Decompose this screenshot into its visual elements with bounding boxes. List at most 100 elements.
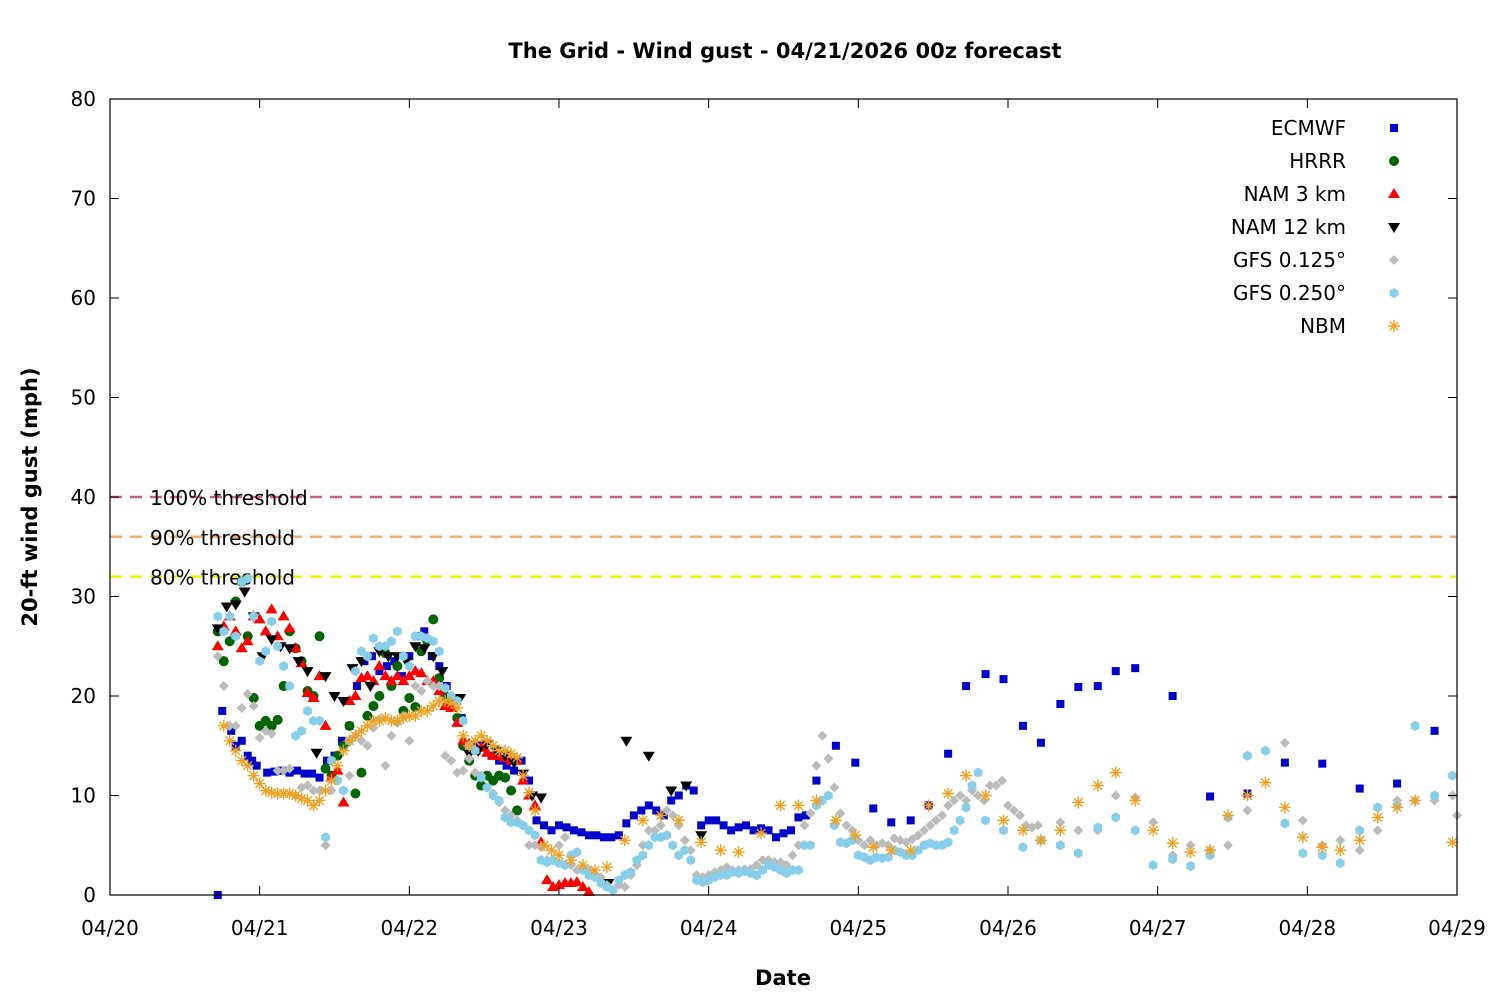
data-point [363,651,372,662]
data-point [457,729,470,742]
data-point [225,611,235,622]
data-point [517,756,526,765]
data-point [792,799,805,812]
data-point [310,748,323,759]
data-point [649,825,660,836]
data-point [704,816,713,825]
data-point [517,769,530,782]
data-point [272,765,283,776]
data-point [1073,825,1084,836]
data-point [344,720,355,731]
data-point [1032,820,1043,831]
data-point [622,819,631,828]
data-point [313,794,326,807]
data-point [283,787,296,800]
data-point [564,854,577,867]
data-point [1223,840,1234,851]
data-point [1018,842,1028,853]
data-point [331,759,344,772]
data-point [772,833,781,842]
data-point [267,616,276,627]
data-point [904,844,917,857]
data-point [525,776,534,785]
data-point [297,725,306,736]
data-point [463,739,476,752]
data-point [1003,800,1013,811]
data-point [367,652,376,661]
data-point [981,670,990,679]
threshold-label: 100% threshold [150,486,308,510]
data-point [529,804,542,817]
data-point [588,864,601,877]
data-point [662,830,672,841]
data-point [409,709,422,722]
data-point [541,874,554,885]
data-point [1222,809,1235,822]
data-point [237,736,246,745]
data-point [794,813,803,822]
data-point [812,776,821,785]
data-point [925,820,936,831]
data-point [482,782,492,793]
legend-label: GFS 0.250° [1233,281,1346,305]
data-point [223,734,236,747]
data-point [1091,779,1104,792]
data-point [464,753,475,764]
data-point [1168,692,1177,700]
data-point [308,769,317,778]
data-point [337,696,350,707]
data-point [320,840,331,851]
data-point [570,876,583,887]
data-point [418,644,431,655]
data-point [472,741,481,750]
data-point [1130,825,1140,836]
data-point [997,814,1010,827]
data-point [300,769,309,778]
data-point [356,767,367,778]
data-point [350,788,361,799]
data-point [559,832,570,843]
data-point [1074,683,1083,692]
data-point [944,749,953,758]
data-point [642,751,655,762]
data-series [211,573,1462,899]
data-point [265,786,278,799]
data-point [292,657,305,668]
data-point [241,759,254,772]
data-point [500,805,511,816]
data-point [554,840,564,851]
data-point [337,744,350,757]
data-point [289,642,302,653]
data-point [403,670,416,681]
data-point [668,840,678,851]
data-point [416,686,427,697]
data-point [236,702,247,713]
data-point [592,831,601,840]
data-point [242,689,253,700]
data-point [883,852,893,863]
data-point [913,830,924,841]
data-point [742,821,751,830]
data-point [638,850,648,861]
data-point [265,635,278,646]
data-point [410,701,421,712]
data-point [253,613,266,624]
data-point [576,881,589,892]
data-point [427,699,440,712]
data-point [619,882,630,893]
data-point [217,719,230,732]
x-tick-label: 04/22 [381,916,439,940]
data-point [506,785,517,796]
data-point [481,734,494,747]
data-point [535,793,548,804]
data-point [937,810,948,821]
data-point [1147,824,1160,837]
data-point [227,726,236,735]
data-point [319,784,332,797]
data-point [307,799,320,812]
data-point [644,801,653,810]
data-point [428,614,439,625]
y-tick-label: 80 [71,87,96,111]
x-axis: 04/20 04/21 04/22 04/23 04/24 04/25 04/26 04/27… [81,99,1486,940]
y-tick-label: 0 [83,883,96,907]
